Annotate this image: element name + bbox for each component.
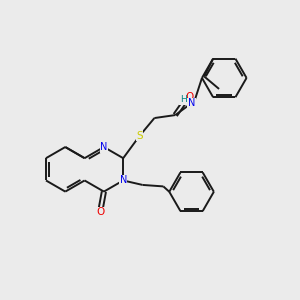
Text: H: H [180,95,187,104]
Text: S: S [136,131,143,141]
Text: O: O [185,92,193,102]
Text: N: N [100,142,108,152]
Text: N: N [119,176,127,185]
Text: O: O [96,207,104,218]
Text: N: N [188,98,195,108]
